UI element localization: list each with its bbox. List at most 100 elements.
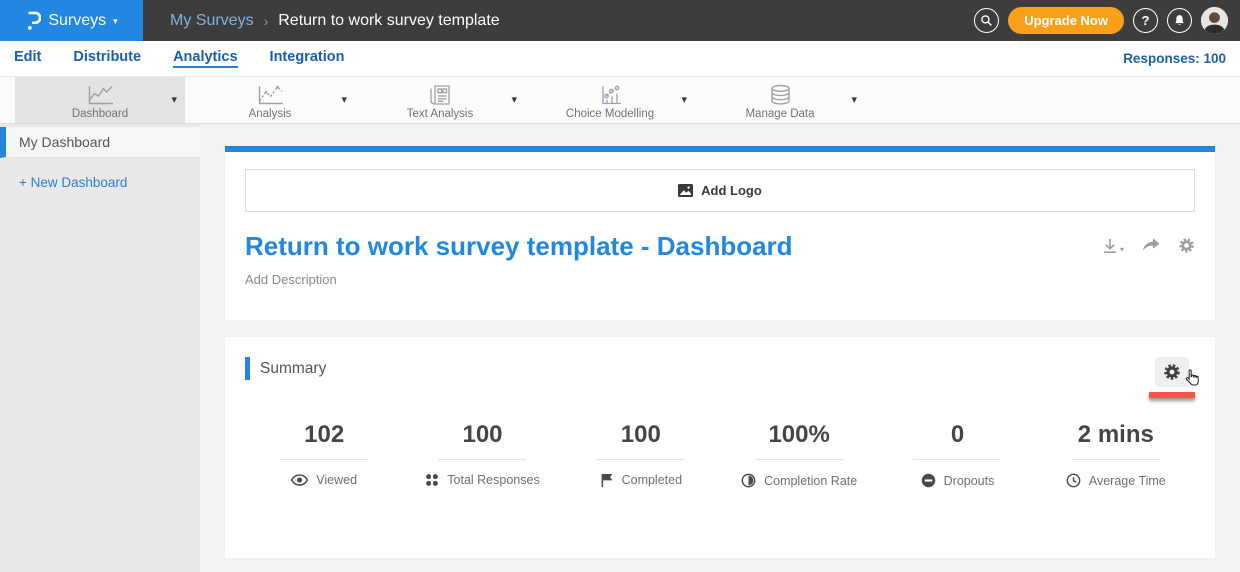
share-button[interactable]	[1142, 238, 1160, 253]
click-highlight-bar	[1149, 392, 1195, 398]
summary-title: Summary	[260, 359, 327, 377]
stat-divider	[913, 459, 1002, 460]
download-icon	[1102, 238, 1118, 254]
upgrade-now-button[interactable]: Upgrade Now	[1008, 7, 1124, 34]
summary-card: Summary 102	[225, 337, 1215, 558]
eye-icon	[291, 474, 309, 486]
stat-label-row: Completed	[562, 473, 720, 487]
toolbar-item-label: Analysis	[248, 107, 292, 120]
stat-label: Completed	[621, 473, 683, 487]
chevron-down-icon[interactable]: ▾	[511, 94, 517, 106]
scatter-chart-icon	[597, 84, 623, 106]
app-header: Surveys ▾ My Surveys › Return to work su…	[0, 0, 1240, 41]
tab-analytics[interactable]: Analytics	[173, 49, 238, 68]
breadcrumb-my-surveys[interactable]: My Surveys	[170, 11, 254, 29]
user-avatar[interactable]	[1201, 7, 1228, 34]
toolbar-item-label: Text Analysis	[406, 107, 474, 120]
stat-total-responses: 100 Total Responses	[403, 421, 561, 488]
search-button[interactable]	[974, 8, 1000, 33]
new-dashboard-button[interactable]: + New Dashboard	[19, 175, 128, 190]
tab-integration[interactable]: Integration	[269, 49, 345, 65]
analysis-chart-icon	[255, 84, 285, 106]
chevron-down-icon[interactable]: ▾	[341, 94, 347, 106]
download-button[interactable]: ▾	[1102, 238, 1124, 254]
database-icon	[768, 84, 793, 106]
help-button[interactable]: ?	[1133, 8, 1158, 33]
stat-dropouts: 0 Dropouts	[878, 421, 1036, 488]
clock-icon	[1066, 473, 1081, 488]
survey-nav: Edit Distribute Analytics Integration Re…	[0, 41, 1240, 77]
stat-value: 100	[620, 421, 661, 448]
header-actions: Upgrade Now ?	[974, 7, 1240, 34]
tab-edit[interactable]: Edit	[14, 49, 42, 65]
dashboard-header-card: Add Logo Return to work survey template …	[225, 152, 1215, 320]
share-arrow-icon	[1142, 238, 1160, 253]
stat-label-row: Completion Rate	[720, 473, 878, 488]
settings-button[interactable]	[1178, 237, 1195, 254]
add-description-placeholder[interactable]: Add Description	[245, 272, 337, 287]
analytics-toolbar: Dashboard ▾ Analysis ▾ Text Analysis ▾ C…	[0, 77, 1240, 124]
dashboard-content: Add Logo Return to work survey template …	[200, 124, 1240, 572]
tab-distribute[interactable]: Distribute	[73, 49, 142, 65]
nav-tabs: Edit Distribute Analytics Integration	[14, 49, 344, 68]
title-row: Return to work survey template - Dashboa…	[245, 230, 1195, 262]
image-icon	[678, 184, 694, 197]
half-pie-icon	[741, 473, 756, 488]
dashboard-sidebar: My Dashboard + New Dashboard	[0, 124, 200, 572]
gear-icon	[1178, 237, 1195, 254]
toolbar-item-analysis[interactable]: Analysis ▾	[185, 77, 355, 123]
notifications-button[interactable]	[1167, 8, 1192, 33]
stat-value: 100%	[768, 421, 830, 448]
summary-accent-bar	[245, 357, 250, 380]
stat-label: Average Time	[1088, 473, 1166, 488]
toolbar-item-dashboard[interactable]: Dashboard ▾	[15, 77, 185, 123]
toolbar-item-text-analysis[interactable]: Text Analysis ▾	[355, 77, 525, 123]
summary-title-group: Summary	[245, 357, 326, 380]
stat-value: 100	[462, 421, 503, 448]
stat-label: Total Responses	[447, 473, 540, 487]
sidebar-item-label: My Dashboard	[19, 134, 111, 150]
chevron-down-icon[interactable]: ▾	[171, 94, 177, 106]
responses-count[interactable]: Responses: 100	[1123, 51, 1226, 66]
toolbar-item-label: Dashboard	[71, 107, 129, 120]
stat-viewed: 102 Viewed	[245, 421, 403, 488]
search-icon	[980, 14, 993, 27]
stat-label-row: Viewed	[245, 473, 403, 487]
top-accent-bar	[225, 146, 1215, 152]
toolbar-item-label: Choice Modelling	[565, 107, 655, 120]
title-actions: ▾	[1102, 230, 1195, 254]
summary-header: Summary	[245, 357, 1199, 398]
stat-divider	[438, 459, 527, 460]
sidebar-item-my-dashboard[interactable]: My Dashboard	[0, 127, 200, 158]
chevron-down-icon[interactable]: ▾	[851, 94, 857, 106]
dots-grid-icon	[425, 473, 439, 487]
summary-settings-group	[1149, 357, 1199, 398]
summary-settings-button[interactable]	[1155, 357, 1199, 387]
breadcrumb: My Surveys › Return to work survey templ…	[170, 12, 500, 30]
stat-divider	[596, 459, 685, 460]
stat-label: Viewed	[316, 473, 358, 487]
minus-circle-icon	[921, 473, 936, 488]
stat-value: 102	[304, 421, 345, 448]
app-name: Surveys	[48, 11, 107, 29]
chevron-down-icon[interactable]: ▾	[681, 94, 687, 106]
document-grid-icon	[427, 84, 453, 106]
app-switcher[interactable]: Surveys ▾	[0, 0, 143, 41]
stat-completion-rate: 100% Completion Rate	[720, 421, 878, 488]
summary-stats: 102 Viewed 100	[245, 421, 1195, 488]
toolbar-item-label: Manage Data	[745, 107, 815, 120]
add-logo-button[interactable]: Add Logo	[245, 169, 1195, 212]
toolbar-item-manage-data[interactable]: Manage Data ▾	[695, 77, 865, 123]
stat-label-row: Average Time	[1037, 473, 1195, 488]
bell-icon	[1173, 14, 1186, 27]
stat-label-row: Dropouts	[878, 473, 1036, 488]
stat-value: 0	[950, 421, 965, 448]
question-mark-icon: ?	[1141, 13, 1150, 28]
line-chart-icon	[85, 84, 115, 106]
toolbar-item-choice-modelling[interactable]: Choice Modelling ▾	[525, 77, 695, 123]
stat-label-row: Total Responses	[403, 473, 561, 487]
questionpro-logo-icon	[25, 10, 42, 31]
flag-icon	[600, 473, 614, 487]
breadcrumb-separator-icon: ›	[263, 12, 269, 29]
page-title[interactable]: Return to work survey template - Dashboa…	[245, 231, 793, 261]
